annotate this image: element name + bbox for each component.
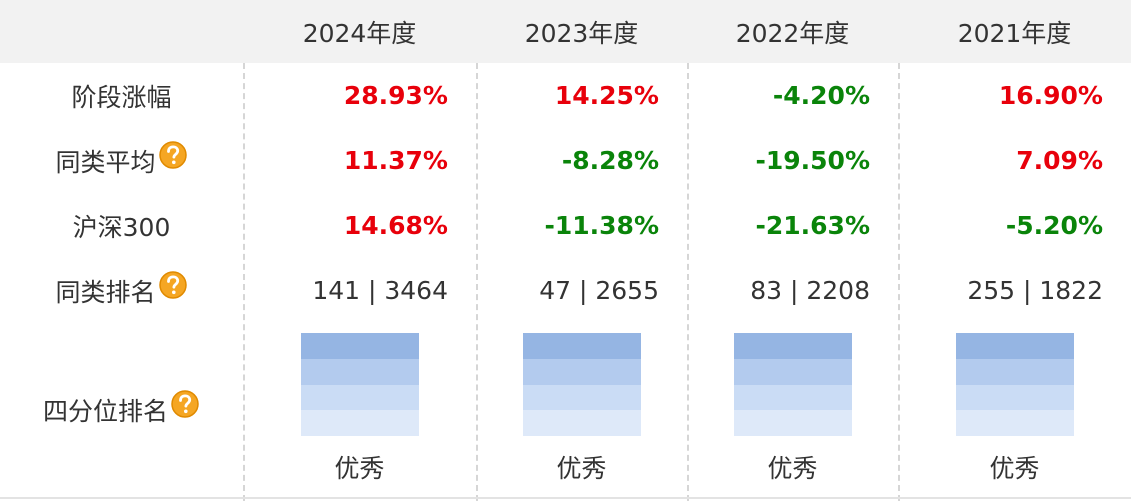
value-cell: -5.20% xyxy=(1005,211,1103,240)
row-label: 阶段涨幅 xyxy=(0,63,243,128)
row-label: 同类排名 xyxy=(0,258,243,323)
row-label-text: 沪深300 xyxy=(72,212,171,242)
help-icon[interactable] xyxy=(158,270,188,300)
column-header: 2022年度 xyxy=(687,0,898,63)
value-cell: 255 | 1822 xyxy=(967,276,1103,305)
quartile-label: 优秀 xyxy=(556,454,607,483)
row-label-text: 阶段涨幅 xyxy=(71,82,172,112)
column-header: 2023年度 xyxy=(476,0,687,63)
value-cell: 7.09% xyxy=(1016,146,1103,175)
row-label: 沪深300 xyxy=(0,193,243,258)
row-label-text: 同类排名 xyxy=(55,277,156,307)
quartile-label: 优秀 xyxy=(767,454,818,483)
quartile-block xyxy=(955,410,1074,436)
column-divider xyxy=(687,63,689,501)
value-cell: 47 | 2655 xyxy=(539,276,659,305)
quartile-label: 优秀 xyxy=(334,454,385,483)
quartile-block xyxy=(522,410,641,436)
help-icon[interactable] xyxy=(158,140,188,170)
column-divider xyxy=(898,63,900,501)
column-header: 2024年度 xyxy=(243,0,476,63)
value-cell: 141 | 3464 xyxy=(312,276,448,305)
column-divider xyxy=(243,63,245,501)
quartile-block xyxy=(733,410,852,436)
value-cell: -11.38% xyxy=(544,211,659,240)
quartile-block xyxy=(955,333,1074,359)
quartile-block xyxy=(955,384,1074,411)
quartile-block xyxy=(522,358,641,385)
quartile-label: 优秀 xyxy=(989,454,1040,483)
quartile-block xyxy=(733,358,852,385)
quartile-block xyxy=(955,358,1074,385)
row-label: 四分位排名 xyxy=(0,323,243,497)
row-label: 同类平均 xyxy=(0,128,243,193)
row-label-text: 四分位排名 xyxy=(42,397,168,426)
value-cell: -8.28% xyxy=(561,146,659,175)
quartile-block xyxy=(300,358,419,385)
quartile-block xyxy=(300,333,419,359)
quartile-block xyxy=(733,384,852,411)
header-blank xyxy=(0,0,243,63)
bottom-border xyxy=(0,497,1131,499)
quartile-block xyxy=(733,333,852,359)
value-cell: 14.68% xyxy=(343,211,448,240)
value-cell: 83 | 2208 xyxy=(750,276,870,305)
column-divider xyxy=(476,63,478,501)
value-cell: -4.20% xyxy=(772,81,870,110)
value-cell: 11.37% xyxy=(343,146,448,175)
quartile-block xyxy=(300,384,419,411)
value-cell: -21.63% xyxy=(755,211,870,240)
quartile-block xyxy=(522,384,641,411)
row-label-text: 同类平均 xyxy=(55,147,156,177)
quartile-block xyxy=(522,333,641,359)
value-cell: 28.93% xyxy=(343,81,448,110)
value-cell: 14.25% xyxy=(554,81,659,110)
value-cell: -19.50% xyxy=(755,146,870,175)
value-cell: 16.90% xyxy=(998,81,1103,110)
column-header: 2021年度 xyxy=(898,0,1131,63)
help-icon[interactable] xyxy=(170,389,200,419)
quartile-block xyxy=(300,410,419,436)
